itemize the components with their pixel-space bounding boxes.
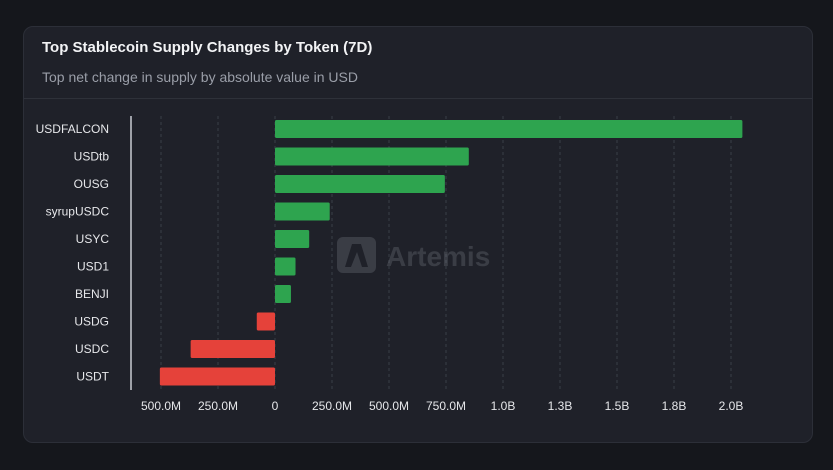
bar-ousg[interactable] bbox=[275, 175, 445, 193]
chart-card: Top Stablecoin Supply Changes by Token (… bbox=[23, 26, 813, 443]
bars bbox=[159, 120, 743, 386]
artemis-logo-glyph bbox=[345, 244, 368, 267]
category-label: USYC bbox=[76, 232, 110, 246]
chart-title: Top Stablecoin Supply Changes by Token (… bbox=[42, 39, 373, 56]
x-tick-labels: 500.0M 250.0M 0 250.0M 500.0M 750.0M 1.0B 1.3B 1… bbox=[141, 399, 743, 413]
bar-usdt[interactable] bbox=[159, 367, 275, 386]
x-tick-label: 1.3B bbox=[548, 399, 573, 413]
x-tick-label: 1.0B bbox=[491, 399, 516, 413]
bar-usyc[interactable] bbox=[275, 230, 310, 248]
x-tick-label: 500.0M bbox=[369, 399, 409, 413]
bar-benji[interactable] bbox=[275, 285, 291, 303]
card-header: Top Stablecoin Supply Changes by Token (… bbox=[24, 27, 812, 99]
bar-usdfalcon[interactable] bbox=[275, 120, 743, 138]
bar-usdg[interactable] bbox=[256, 312, 275, 331]
category-label: USDC bbox=[75, 342, 109, 356]
chart-subtitle: Top net change in supply by absolute val… bbox=[42, 69, 358, 85]
x-tick-label: 0 bbox=[272, 399, 279, 413]
x-tick-label: 500.0M bbox=[141, 399, 181, 413]
category-label: BENJI bbox=[75, 287, 109, 301]
category-label: syrupUSDC bbox=[46, 205, 110, 219]
x-tick-label: 1.8B bbox=[662, 399, 687, 413]
bar-syrupusdc[interactable] bbox=[275, 202, 330, 221]
x-tick-label: 1.5B bbox=[605, 399, 630, 413]
bar-usdtb[interactable] bbox=[275, 147, 469, 166]
category-label: USDFALCON bbox=[36, 122, 109, 136]
category-label: USDG bbox=[74, 315, 109, 329]
x-tick-label: 250.0M bbox=[312, 399, 352, 413]
category-label: USD1 bbox=[77, 260, 109, 274]
artemis-logo-icon bbox=[337, 237, 376, 273]
artemis-watermark: Artemis bbox=[337, 237, 490, 273]
category-label: OUSG bbox=[74, 177, 109, 191]
category-label: USDT bbox=[76, 370, 109, 384]
x-tick-label: 250.0M bbox=[198, 399, 238, 413]
category-labels: USDFALCON USDtb OUSG syrupUSDC USYC USD1 BENJI… bbox=[36, 122, 110, 384]
artemis-watermark-text: Artemis bbox=[386, 241, 490, 272]
bar-usd1[interactable] bbox=[275, 257, 296, 276]
bar-usdc[interactable] bbox=[190, 340, 275, 358]
x-tick-label: 750.0M bbox=[426, 399, 466, 413]
category-label: USDtb bbox=[74, 150, 110, 164]
x-tick-label: 2.0B bbox=[719, 399, 744, 413]
